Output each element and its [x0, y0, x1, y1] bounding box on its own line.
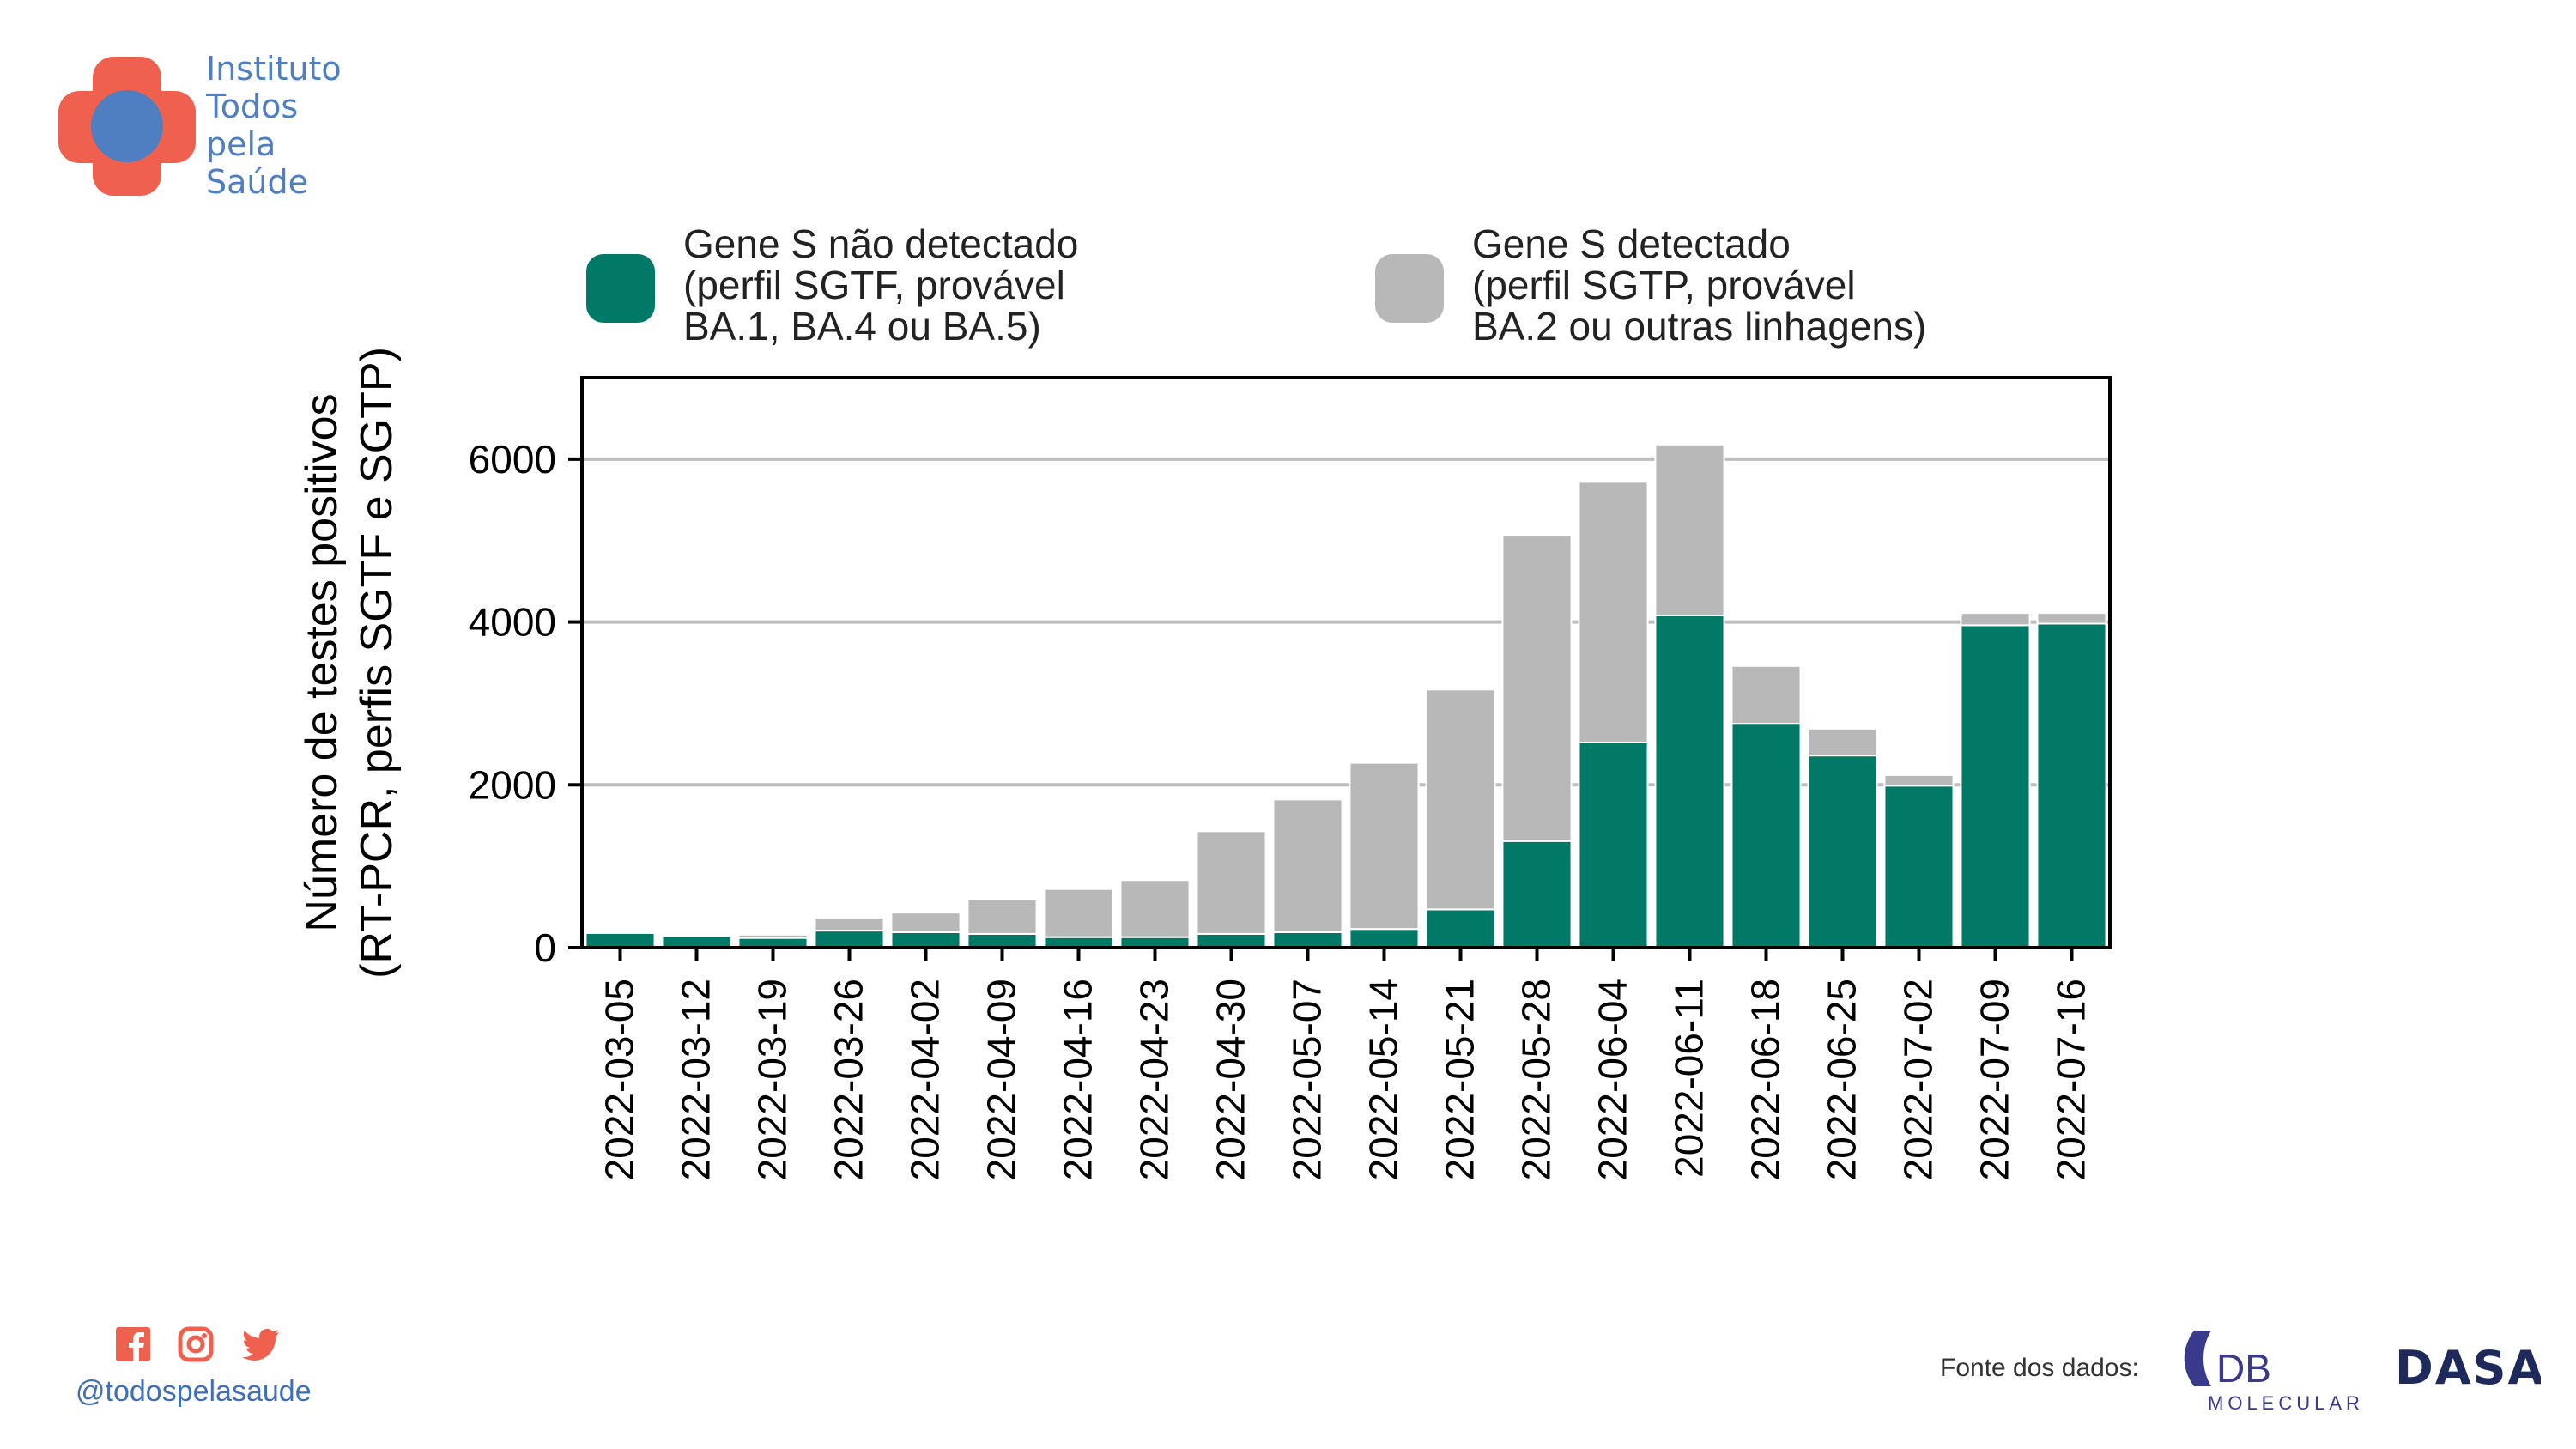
bar-segment — [1654, 443, 1725, 616]
x-tick-label: 2022-07-16 — [2049, 979, 2094, 1180]
bar-segment — [1730, 664, 1802, 725]
x-tick-label: 2022-04-02 — [903, 979, 948, 1180]
instituto-name-line: Instituto — [206, 50, 342, 88]
x-tick-label: 2022-04-30 — [1209, 979, 1253, 1180]
db-logo-text: DB — [2216, 1346, 2271, 1391]
y-axis-label: Número de testes positivos (RT-PCR, perfi… — [297, 347, 402, 979]
x-tick-label: 2022-05-14 — [1361, 979, 1406, 1180]
grid-lines — [582, 457, 2110, 787]
facebook-icon[interactable] — [116, 1327, 150, 1366]
db-molecular-logo: DB MOLECULAR — [2184, 1331, 2364, 1414]
instituto-name-line: pela — [206, 125, 276, 163]
bar-segment — [1960, 624, 2031, 949]
y-axis: 0 2000 4000 6000 — [469, 437, 582, 970]
bar-segment — [1272, 798, 1343, 933]
x-tick-label: 2022-06-04 — [1591, 979, 1635, 1180]
x-tick-label: 2022-06-25 — [1820, 979, 1864, 1180]
x-axis: 2022-03-05 2022-03-12 2022-03-19 2022-03-26… — [597, 948, 2094, 1180]
bar-segment — [967, 899, 1038, 935]
twitter-icon[interactable] — [241, 1328, 280, 1365]
bar-segment — [1043, 888, 1114, 938]
y-axis-label-line: (RT-PCR, perfis SGTF e SGTP) — [352, 347, 402, 979]
bar-segment — [2036, 622, 2107, 949]
instituto-logo — [58, 57, 196, 196]
instagram-icon[interactable] — [178, 1326, 214, 1367]
bar-segment — [1578, 481, 1649, 743]
y-tick-label: 2000 — [469, 762, 556, 807]
dasa-logo: DASA — [2395, 1341, 2541, 1392]
legend-label-line: BA.2 ou outras linhagens) — [1472, 304, 1926, 349]
legend-label-line: Gene S detectado — [1472, 221, 1791, 266]
bar-segment — [1501, 840, 1573, 949]
x-tick-label: 2022-03-12 — [674, 979, 718, 1180]
instituto-name-line: Saúde — [206, 163, 308, 201]
social-handle[interactable]: @todospelasaude — [76, 1375, 312, 1408]
bar-segment — [1349, 761, 1420, 931]
x-tick-label: 2022-04-23 — [1132, 979, 1177, 1180]
bar-segment — [814, 916, 885, 932]
bar-segment — [890, 931, 961, 949]
db-logo-subtext: MOLECULAR — [2208, 1392, 2364, 1414]
legend-swatch — [1375, 254, 1444, 323]
y-axis-label-line: Número de testes positivos — [297, 393, 347, 931]
plot-frame — [580, 376, 2112, 949]
instituto-name-line: Todos — [206, 88, 299, 125]
bar-segment — [2036, 612, 2107, 625]
x-tick-label: 2022-05-07 — [1285, 979, 1330, 1180]
bar-segment — [1501, 534, 1573, 842]
bar-segment — [1730, 723, 1802, 949]
legend-swatch — [586, 254, 655, 323]
bar-segment — [1807, 727, 1878, 757]
bar-segment — [1807, 755, 1878, 949]
x-tick-label: 2022-04-16 — [1056, 979, 1100, 1180]
legend: Gene S não detectado(perfil SGTF, prováv… — [586, 221, 1926, 349]
bar-segment — [1196, 932, 1267, 949]
bar-segment — [1119, 879, 1191, 938]
bar-segment — [1425, 908, 1496, 949]
x-tick-label: 2022-04-09 — [979, 979, 1024, 1180]
bar-segment — [1196, 830, 1267, 935]
instituto-name: Instituto Todos pela Saúde — [206, 50, 342, 201]
y-tick-label: 6000 — [469, 437, 556, 482]
bar-segment — [1425, 688, 1496, 911]
bar-segment — [814, 930, 885, 949]
y-tick-label: 0 — [534, 925, 556, 970]
bar-segment — [1883, 785, 1955, 949]
x-tick-label: 2022-03-19 — [750, 979, 795, 1180]
bar-segment — [1654, 614, 1725, 949]
data-source-label: Fonte dos dados: — [1940, 1354, 2139, 1382]
bar-segment — [737, 933, 809, 939]
dasa-logo-text: DASA — [2395, 1341, 2541, 1392]
legend-label-line: BA.1, BA.4 ou BA.5) — [683, 304, 1041, 349]
legend-label-line: (perfil SGTF, provável — [683, 263, 1065, 307]
bar-segment — [1578, 741, 1649, 949]
x-tick-label: 2022-03-05 — [597, 979, 642, 1180]
legend-label-line: Gene S não detectado — [683, 221, 1078, 266]
bar-segment — [1349, 928, 1420, 949]
bar-segment — [1883, 773, 1955, 787]
social-links — [116, 1326, 304, 1364]
x-tick-label: 2022-07-02 — [1896, 979, 1941, 1180]
x-tick-label: 2022-06-11 — [1667, 979, 1712, 1178]
bar-segment — [1272, 931, 1343, 949]
bar-segment — [585, 931, 656, 949]
bar-segment — [1960, 612, 2031, 627]
x-tick-label: 2022-05-28 — [1514, 979, 1559, 1180]
x-tick-label: 2022-06-18 — [1743, 979, 1788, 1180]
y-tick-label: 4000 — [469, 600, 556, 645]
x-tick-label: 2022-03-26 — [827, 979, 871, 1180]
bar-segment — [890, 912, 961, 933]
x-tick-label: 2022-05-21 — [1438, 979, 1482, 1180]
bars — [585, 443, 2107, 949]
x-tick-label: 2022-07-09 — [1973, 979, 2017, 1180]
legend-label-line: (perfil SGTP, provável — [1472, 263, 1856, 307]
bar-segment — [967, 932, 1038, 949]
